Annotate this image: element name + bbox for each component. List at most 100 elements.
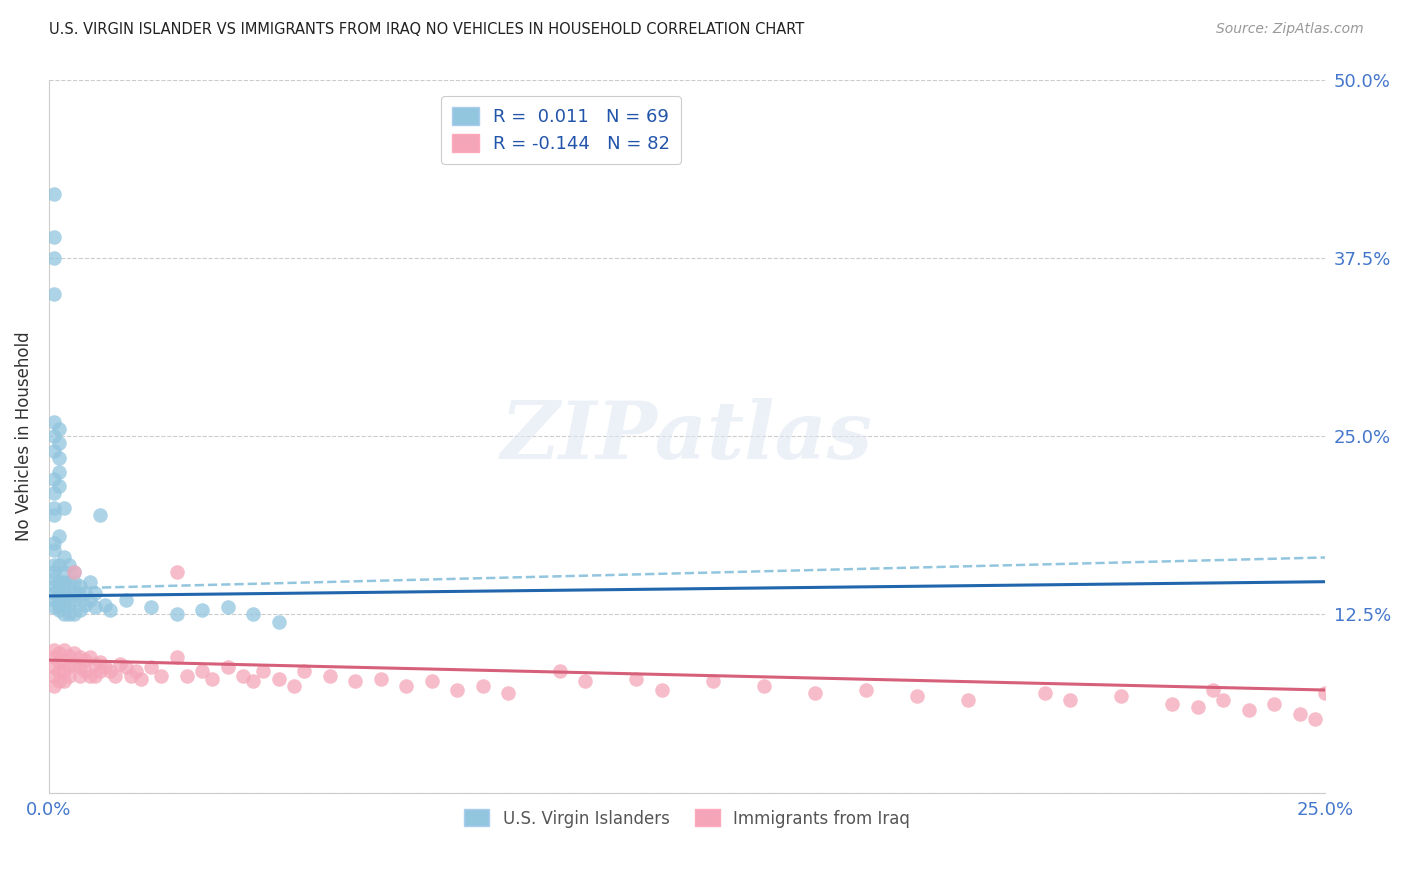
- Point: [79, 669, 101, 683]
- Point: [42, 508, 65, 522]
- Point: [48, 598, 70, 612]
- Point: [1263, 698, 1285, 712]
- Point: [53, 665, 76, 679]
- Point: [63, 646, 86, 660]
- Point: [574, 674, 596, 689]
- Point: [48, 655, 70, 669]
- Point: [1109, 689, 1132, 703]
- Point: [752, 679, 775, 693]
- Point: [42, 579, 65, 593]
- Point: [79, 650, 101, 665]
- Point: [53, 598, 76, 612]
- Point: [48, 558, 70, 572]
- Point: [69, 579, 91, 593]
- Point: [53, 653, 76, 667]
- Point: [42, 486, 65, 500]
- Point: [1161, 698, 1184, 712]
- Point: [42, 660, 65, 674]
- Point: [98, 603, 121, 617]
- Point: [73, 586, 96, 600]
- Point: [267, 615, 290, 629]
- Point: [42, 669, 65, 683]
- Point: [53, 500, 76, 515]
- Point: [48, 665, 70, 679]
- Point: [42, 593, 65, 607]
- Point: [114, 660, 136, 674]
- Point: [58, 658, 80, 673]
- Point: [94, 660, 117, 674]
- Point: [1059, 693, 1081, 707]
- Point: [53, 586, 76, 600]
- Point: [42, 543, 65, 558]
- Legend: U.S. Virgin Islanders, Immigrants from Iraq: U.S. Virgin Islanders, Immigrants from I…: [458, 803, 917, 834]
- Point: [129, 672, 152, 686]
- Point: [242, 674, 264, 689]
- Point: [166, 650, 188, 665]
- Point: [42, 536, 65, 550]
- Point: [48, 589, 70, 603]
- Point: [1303, 712, 1326, 726]
- Point: [114, 593, 136, 607]
- Point: [48, 579, 70, 593]
- Point: [1288, 707, 1310, 722]
- Point: [292, 665, 315, 679]
- Point: [79, 574, 101, 589]
- Point: [42, 586, 65, 600]
- Point: [42, 650, 65, 665]
- Point: [1237, 703, 1260, 717]
- Point: [53, 565, 76, 579]
- Point: [217, 600, 239, 615]
- Point: [201, 672, 224, 686]
- Point: [42, 186, 65, 201]
- Point: [69, 660, 91, 674]
- Point: [58, 607, 80, 622]
- Point: [956, 693, 979, 707]
- Point: [110, 657, 132, 672]
- Point: [624, 672, 647, 686]
- Point: [53, 607, 76, 622]
- Point: [42, 229, 65, 244]
- Point: [191, 665, 214, 679]
- Point: [48, 529, 70, 543]
- Point: [73, 653, 96, 667]
- Point: [48, 422, 70, 436]
- Point: [42, 443, 65, 458]
- Point: [84, 600, 107, 615]
- Point: [48, 465, 70, 479]
- Point: [42, 472, 65, 486]
- Point: [48, 479, 70, 493]
- Point: [420, 674, 443, 689]
- Point: [1212, 693, 1234, 707]
- Point: [48, 646, 70, 660]
- Point: [98, 665, 121, 679]
- Point: [651, 683, 673, 698]
- Point: [53, 674, 76, 689]
- Y-axis label: No Vehicles in Household: No Vehicles in Household: [15, 332, 32, 541]
- Point: [42, 565, 65, 579]
- Point: [58, 596, 80, 610]
- Point: [139, 600, 162, 615]
- Text: ZIPatlas: ZIPatlas: [501, 398, 873, 475]
- Point: [73, 665, 96, 679]
- Point: [370, 672, 392, 686]
- Point: [42, 600, 65, 615]
- Point: [446, 683, 468, 698]
- Point: [48, 674, 70, 689]
- Point: [48, 586, 70, 600]
- Point: [232, 669, 254, 683]
- Point: [1033, 686, 1056, 700]
- Point: [84, 586, 107, 600]
- Point: [63, 565, 86, 579]
- Point: [84, 657, 107, 672]
- Point: [1202, 683, 1225, 698]
- Point: [166, 565, 188, 579]
- Point: [42, 251, 65, 265]
- Point: [267, 672, 290, 686]
- Point: [53, 574, 76, 589]
- Point: [53, 643, 76, 657]
- Point: [73, 598, 96, 612]
- Point: [139, 660, 162, 674]
- Point: [120, 669, 142, 683]
- Point: [319, 669, 342, 683]
- Point: [471, 679, 494, 693]
